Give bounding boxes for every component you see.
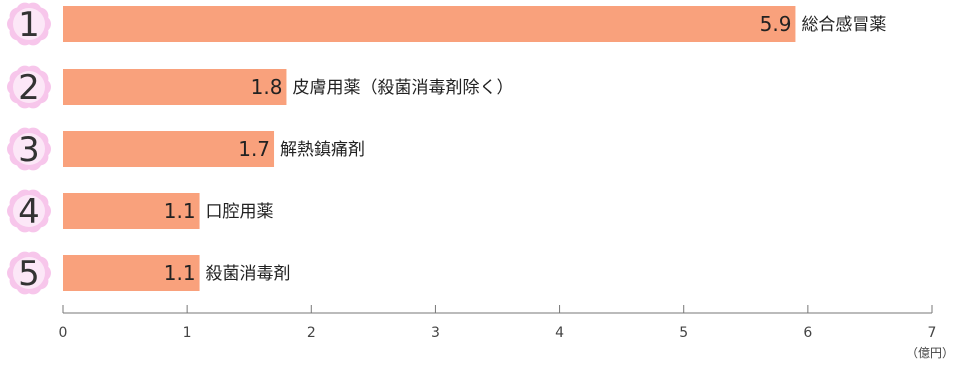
value-label: 1.7 [238,137,270,161]
x-tick-label: 2 [307,325,316,341]
bar [63,255,200,291]
category-label: 口腔用薬 [206,202,274,222]
badge-center [13,257,45,289]
x-tick-label: 0 [59,325,68,341]
bar [63,131,275,167]
bars: 5.9 総合感冒薬 1.8 皮膚用薬（殺菌消毒剤除く） 1.7 解熱鎮痛剤 1.1 口腔用薬 1… [63,6,886,291]
x-axis-ticks: 0 1 2 3 4 5 6 7 [59,305,937,341]
category-label: 殺菌消毒剤 [206,264,291,284]
badge-center [13,195,45,227]
x-axis-unit-label: （億円） [906,346,954,360]
x-tick-label: 1 [183,325,192,341]
badge-center [13,8,45,40]
rank-badge: 5 [7,251,51,295]
badge-center [13,71,45,103]
rank-badge: 3 [7,127,51,171]
rank-number: 3 [18,130,40,170]
category-label: 解熱鎮痛剤 [280,140,365,160]
x-tick-label: 4 [555,325,564,341]
rank-badge: 2 [7,65,51,109]
rank-badge: 4 [7,189,51,233]
value-label: 5.9 [760,12,792,36]
x-tick-label: 5 [679,325,688,341]
rank-number: 1 [18,5,40,45]
rank-number: 5 [18,254,40,294]
category-label: 総合感冒薬 [801,15,886,35]
bar [63,69,287,105]
bar [63,193,200,229]
x-tick-label: 3 [431,325,440,341]
value-label: 1.1 [164,261,196,285]
rank-number: 4 [18,192,40,232]
badge-center [13,133,45,165]
x-tick-label: 6 [803,325,812,341]
bar [63,6,796,42]
rank-badge: 1 [7,2,51,46]
x-tick-label: 7 [928,325,937,341]
value-label: 1.1 [164,199,196,223]
category-label: 皮膚用薬（殺菌消毒剤除く） [292,78,513,98]
rank-number: 2 [18,68,40,108]
rank-badges: 1 2 3 4 5 [7,2,51,295]
value-label: 1.8 [251,75,283,99]
